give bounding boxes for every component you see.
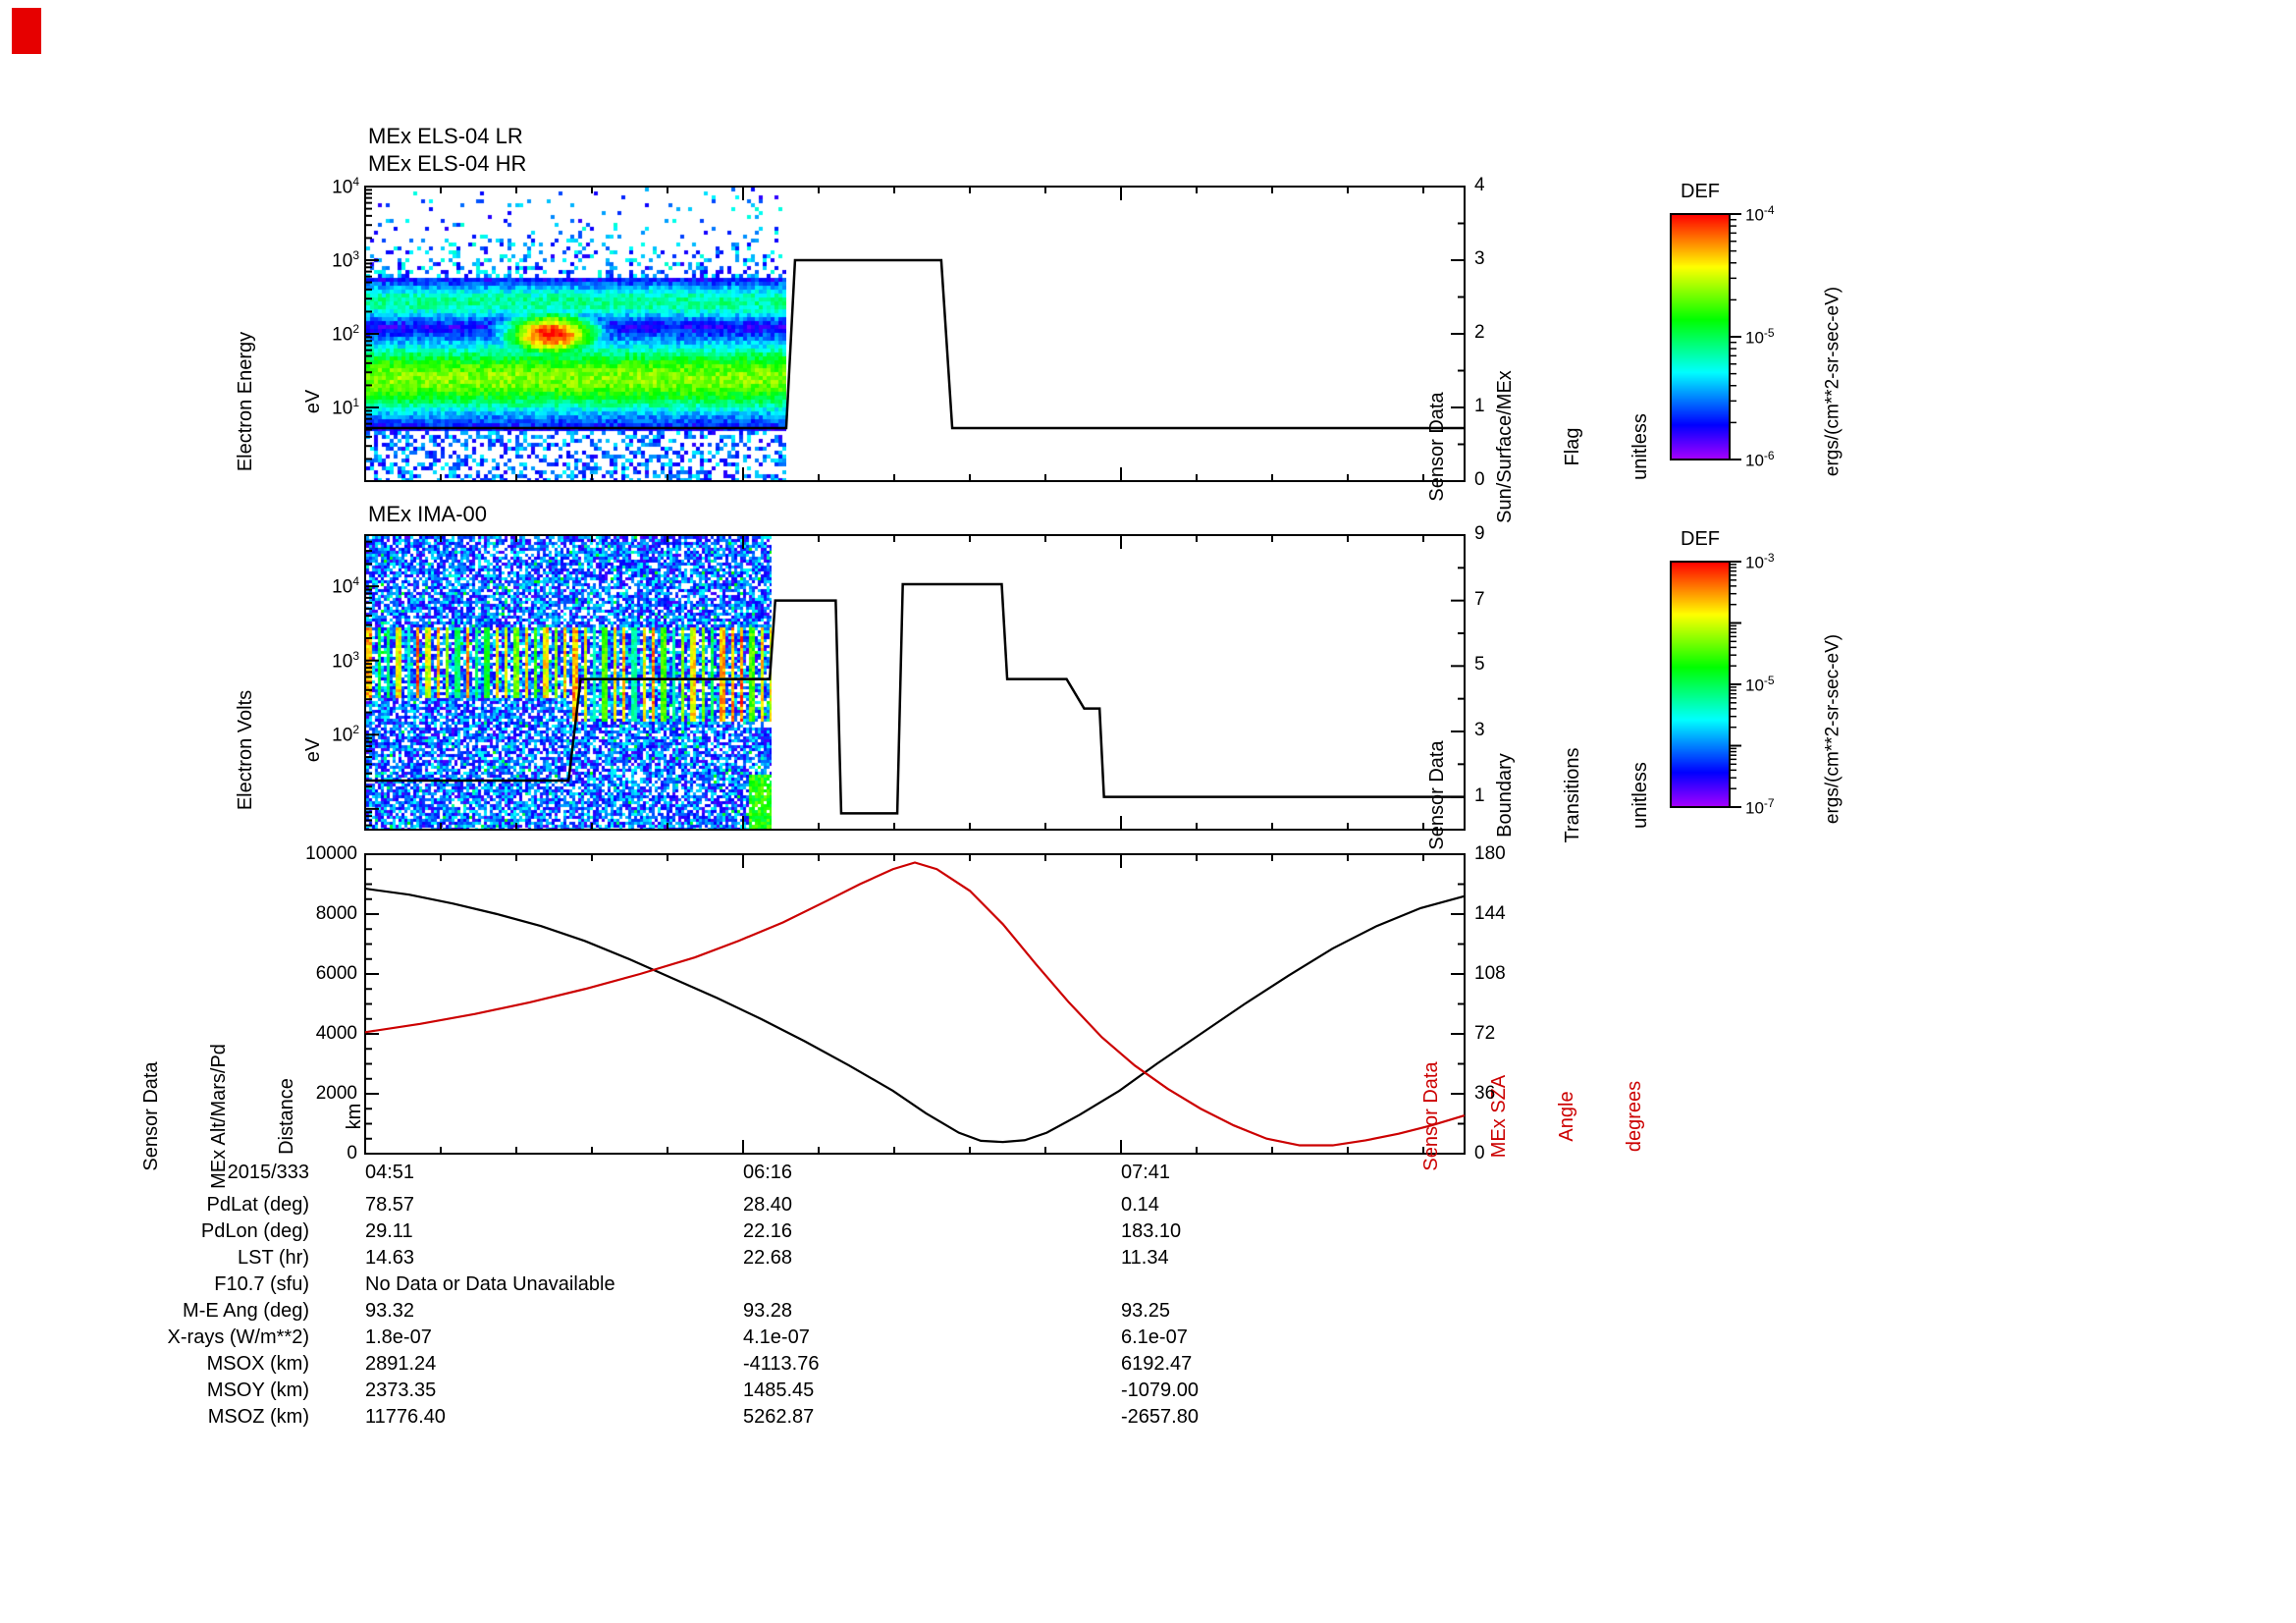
sza-tick-label: 0 [1474, 1143, 1485, 1163]
axis-title-line: Flag [1562, 427, 1583, 466]
els-flag-tick-label: 4 [1474, 175, 1485, 195]
sza-tick-label: 108 [1474, 963, 1506, 984]
ima-colorbar-title: DEF [1681, 528, 1720, 550]
ima-boundary-tick-label: 3 [1474, 720, 1485, 740]
els-right-axis-title: Sensor Data Sun/Surface/MEx Flag unitles… [1381, 250, 1697, 643]
table-row-value: No Data or Data Unavailable [365, 1273, 615, 1295]
sza-tick-label: 180 [1474, 843, 1506, 864]
table-row-value: 1.8e-07 [365, 1326, 432, 1348]
ima-colorbar-tick-label: 10-5 [1745, 674, 1775, 695]
ima-colorbar-tick-label: 10-3 [1745, 551, 1775, 572]
table-row-value: 22.68 [743, 1247, 793, 1269]
els-y-tick-label: 103 [332, 248, 359, 272]
table-row-value: 2891.24 [365, 1353, 437, 1375]
unit-line: ergs/(cm**2-sr-sec-eV) [1822, 286, 1843, 477]
ima-colorbar-unit: ergs/(cm**2-sr-sec-eV) [1777, 533, 1890, 926]
table-row-value: 29.11 [365, 1220, 413, 1242]
table-row-value: 78.57 [365, 1194, 415, 1216]
table-row-label: MSOX (km) [206, 1353, 309, 1375]
time-tick-label: 04:51 [365, 1162, 415, 1183]
sza-tick-label: 36 [1474, 1083, 1496, 1104]
ima-colorbar-tick-label: 10-7 [1745, 796, 1775, 818]
table-row-value: 1485.45 [743, 1380, 815, 1401]
els-flag-tick-label: 3 [1474, 248, 1485, 269]
alt-tick-label: 0 [347, 1143, 357, 1163]
axis-title-line: eV [302, 737, 324, 763]
table-row-value: 6.1e-07 [1121, 1326, 1188, 1348]
ima-y-tick-label: 104 [332, 574, 359, 598]
table-row-label: M-E Ang (deg) [183, 1300, 309, 1322]
time-tick-label: 07:41 [1121, 1162, 1171, 1183]
table-row-value: 4.1e-07 [743, 1326, 810, 1348]
table-row-label: LST (hr) [238, 1247, 309, 1269]
els-y-tick-label: 102 [332, 322, 359, 346]
table-row-label: MSOY (km) [206, 1380, 309, 1401]
els-spectrogram-heatmap [366, 188, 786, 480]
time-tick-label: 06:16 [743, 1162, 793, 1183]
table-row-value: 22.16 [743, 1220, 793, 1242]
ima-y-axis-title: Electron Volts eV [189, 554, 370, 947]
els-colorbar-tick-label: 10-5 [1745, 326, 1775, 348]
table-row-label: X-rays (W/m**2) [167, 1326, 309, 1348]
table-row-value: 0.14 [1121, 1194, 1159, 1216]
ima-boundary-tick-label: 5 [1474, 654, 1485, 676]
sza-tick-label: 72 [1474, 1023, 1496, 1044]
ima-y-tick-label: 103 [332, 648, 359, 673]
table-row-value: 5262.87 [743, 1406, 815, 1428]
table-row-label: F10.7 (sfu) [214, 1273, 309, 1295]
axis-title-line: degrees [1624, 1080, 1645, 1153]
table-row-value: -2657.80 [1121, 1406, 1199, 1428]
alt-tick-label: 4000 [315, 1023, 357, 1044]
ima-y-tick-label: 102 [332, 723, 359, 746]
els-y-tick-label: 104 [332, 175, 359, 198]
els-title-lr: MEx ELS-04 LR [368, 124, 523, 148]
els-flag-tick-label: 0 [1474, 469, 1485, 490]
axis-title-line: Sensor Data [1426, 392, 1448, 502]
alt-tick-label: 6000 [315, 963, 357, 984]
table-row-value: 93.25 [1121, 1300, 1171, 1322]
els-title-hr: MEx ELS-04 HR [368, 151, 527, 176]
table-row-label: PdLon (deg) [200, 1220, 309, 1242]
table-row-value: 28.40 [743, 1194, 793, 1216]
table-row-label: PdLat (deg) [206, 1194, 309, 1216]
table-row-value: 93.32 [365, 1300, 415, 1322]
table-row-value: 6192.47 [1121, 1353, 1193, 1375]
unit-line: ergs/(cm**2-sr-sec-eV) [1822, 633, 1843, 825]
ima-boundary-tick-label: 1 [1474, 784, 1485, 806]
table-row-value: 93.28 [743, 1300, 793, 1322]
els-colorbar-tick-label: 10-4 [1745, 203, 1775, 225]
els-colorbar-title: DEF [1681, 181, 1720, 202]
els-colorbar-unit: ergs/(cm**2-sr-sec-eV) [1777, 186, 1890, 578]
ima-title: MEx IMA-00 [368, 502, 488, 526]
table-row-value: 11776.40 [365, 1406, 446, 1428]
ephemeris-right-axis-title: Sensor Data MEx SZA Angle degrees [1375, 920, 1691, 1313]
table-row-value: 2373.35 [365, 1380, 437, 1401]
alt-tick-label: 8000 [315, 903, 357, 924]
els-y-tick-label: 101 [332, 396, 359, 419]
table-row-value: 11.34 [1121, 1247, 1169, 1269]
sza-tick-label: 144 [1474, 903, 1506, 924]
corner-marker [12, 8, 41, 54]
table-row-value: 14.63 [365, 1247, 415, 1269]
table-row-value: 183.10 [1121, 1220, 1182, 1242]
ima-boundary-tick-label: 7 [1474, 588, 1485, 610]
axis-title-line: Electron Energy [235, 331, 256, 472]
els-colorbar-tick-label: 10-6 [1745, 449, 1775, 470]
axis-title-line: Electron Volts [235, 689, 256, 811]
table-row-value: -1079.00 [1121, 1380, 1199, 1401]
date-label: 2015/333 [227, 1162, 309, 1183]
ima-boundary-tick-label: 9 [1474, 523, 1485, 544]
alt-tick-label: 10000 [305, 843, 357, 864]
table-row-value: -4113.76 [743, 1353, 820, 1375]
alt-tick-label: 2000 [315, 1083, 357, 1104]
table-row-label: MSOZ (km) [207, 1406, 309, 1428]
els-flag-tick-label: 1 [1474, 396, 1485, 416]
els-flag-tick-label: 2 [1474, 322, 1485, 343]
axis-title-line: Angle [1556, 1091, 1577, 1142]
axis-title-line: Sun/Surface/MEx [1494, 370, 1516, 523]
ima-spectrogram-heatmap [366, 536, 772, 829]
axis-title-line: unitless [1629, 413, 1651, 480]
axis-title-line: Sensor Data [1420, 1061, 1442, 1171]
